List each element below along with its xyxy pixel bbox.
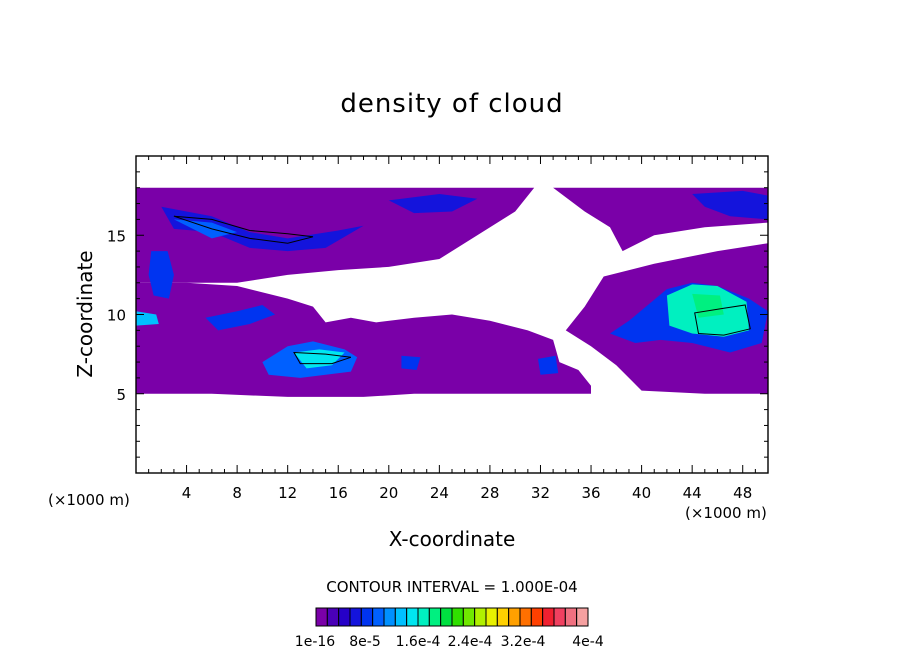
colorbar-swatch: [326, 607, 340, 627]
colorbar-swatch: [383, 607, 396, 627]
y-axis-label: Z-coordinate: [73, 250, 97, 377]
colorbar-tick-label: 8e-5: [349, 634, 380, 650]
colorbar-swatch: [417, 607, 430, 627]
density-region-4: [161, 206, 364, 252]
colorbar-swatch: [508, 607, 521, 627]
density-region-5: [173, 219, 238, 239]
contour-lines: [173, 215, 751, 365]
colorbar-swatch: [485, 607, 498, 627]
x-tick-label: 24: [430, 484, 449, 502]
colorbar-swatch: [372, 607, 385, 627]
colorbar-swatch: [576, 607, 589, 627]
colorbar-swatch: [564, 607, 578, 627]
x-tick-label: 12: [278, 484, 297, 502]
x-tick-label: 48: [733, 484, 752, 502]
density-region-8: [148, 251, 174, 299]
colorbar-swatch: [462, 607, 476, 627]
x-tick-label: 20: [379, 484, 398, 502]
density-region-13: [401, 355, 421, 370]
x-tick-label: 4: [182, 484, 192, 502]
x-tick-label: 32: [531, 484, 550, 502]
colorbar-tick-label: 3.2e-4: [501, 634, 546, 650]
x-tick-label: 28: [480, 484, 499, 502]
colorbar-swatch: [474, 607, 487, 627]
colorbar-tick-label: 4e-4: [572, 634, 604, 650]
y-tick-label: 10: [107, 307, 126, 325]
colorbar-swatch: [360, 607, 374, 627]
colorbar-swatch: [315, 607, 328, 627]
density-region-3: [136, 282, 591, 397]
x-tick-label: 8: [232, 484, 242, 502]
x-tick-label: 16: [329, 484, 348, 502]
x-axis-label: X-coordinate: [389, 527, 516, 551]
contour-interval-label: CONTOUR INTERVAL = 1.000E-04: [326, 578, 577, 596]
x-units-label-right: (×1000 m): [685, 504, 767, 522]
contour-line-1: [694, 304, 751, 336]
y-tick-label: 5: [116, 386, 126, 404]
colorbar-swatch: [451, 607, 464, 627]
colorbar-swatch: [338, 607, 351, 627]
colorbar-swatch: [519, 607, 532, 627]
colorbar: 1e-16 8e-5 1.6e-4 2.4e-4 3.2e-4 4e-4: [295, 607, 604, 650]
x-tick-label: 44: [683, 484, 702, 502]
contour-line-2: [293, 351, 352, 365]
colorbar-swatch: [553, 607, 566, 627]
contour-line-0: [173, 215, 314, 244]
colorbar-swatch: [349, 607, 362, 627]
y-tick-label: 15: [107, 227, 126, 245]
colorbar-swatch: [428, 607, 442, 627]
chart-title: density of cloud: [340, 89, 563, 119]
colorbar-swatch: [496, 607, 510, 627]
colorbar-tick-label: 1e-16: [295, 634, 335, 650]
colorbar-swatch: [440, 607, 453, 627]
colorbar-tick-label: 1.6e-4: [396, 634, 441, 650]
x-tick-label: 36: [581, 484, 600, 502]
colorbar-tick-label: 2.4e-4: [448, 634, 493, 650]
colorbar-swatch: [530, 607, 544, 627]
colorbar-swatch: [406, 607, 419, 627]
density-region-6: [388, 194, 478, 214]
density-regions: [136, 187, 768, 397]
x-units-label-left: (×1000 m): [48, 491, 130, 509]
colorbar-swatch: [394, 607, 408, 627]
x-tick-label: 40: [632, 484, 651, 502]
colorbar-swatch: [542, 607, 555, 627]
density-region-10: [205, 305, 275, 331]
density-region-7: [692, 190, 768, 220]
density-region-14: [538, 355, 559, 375]
